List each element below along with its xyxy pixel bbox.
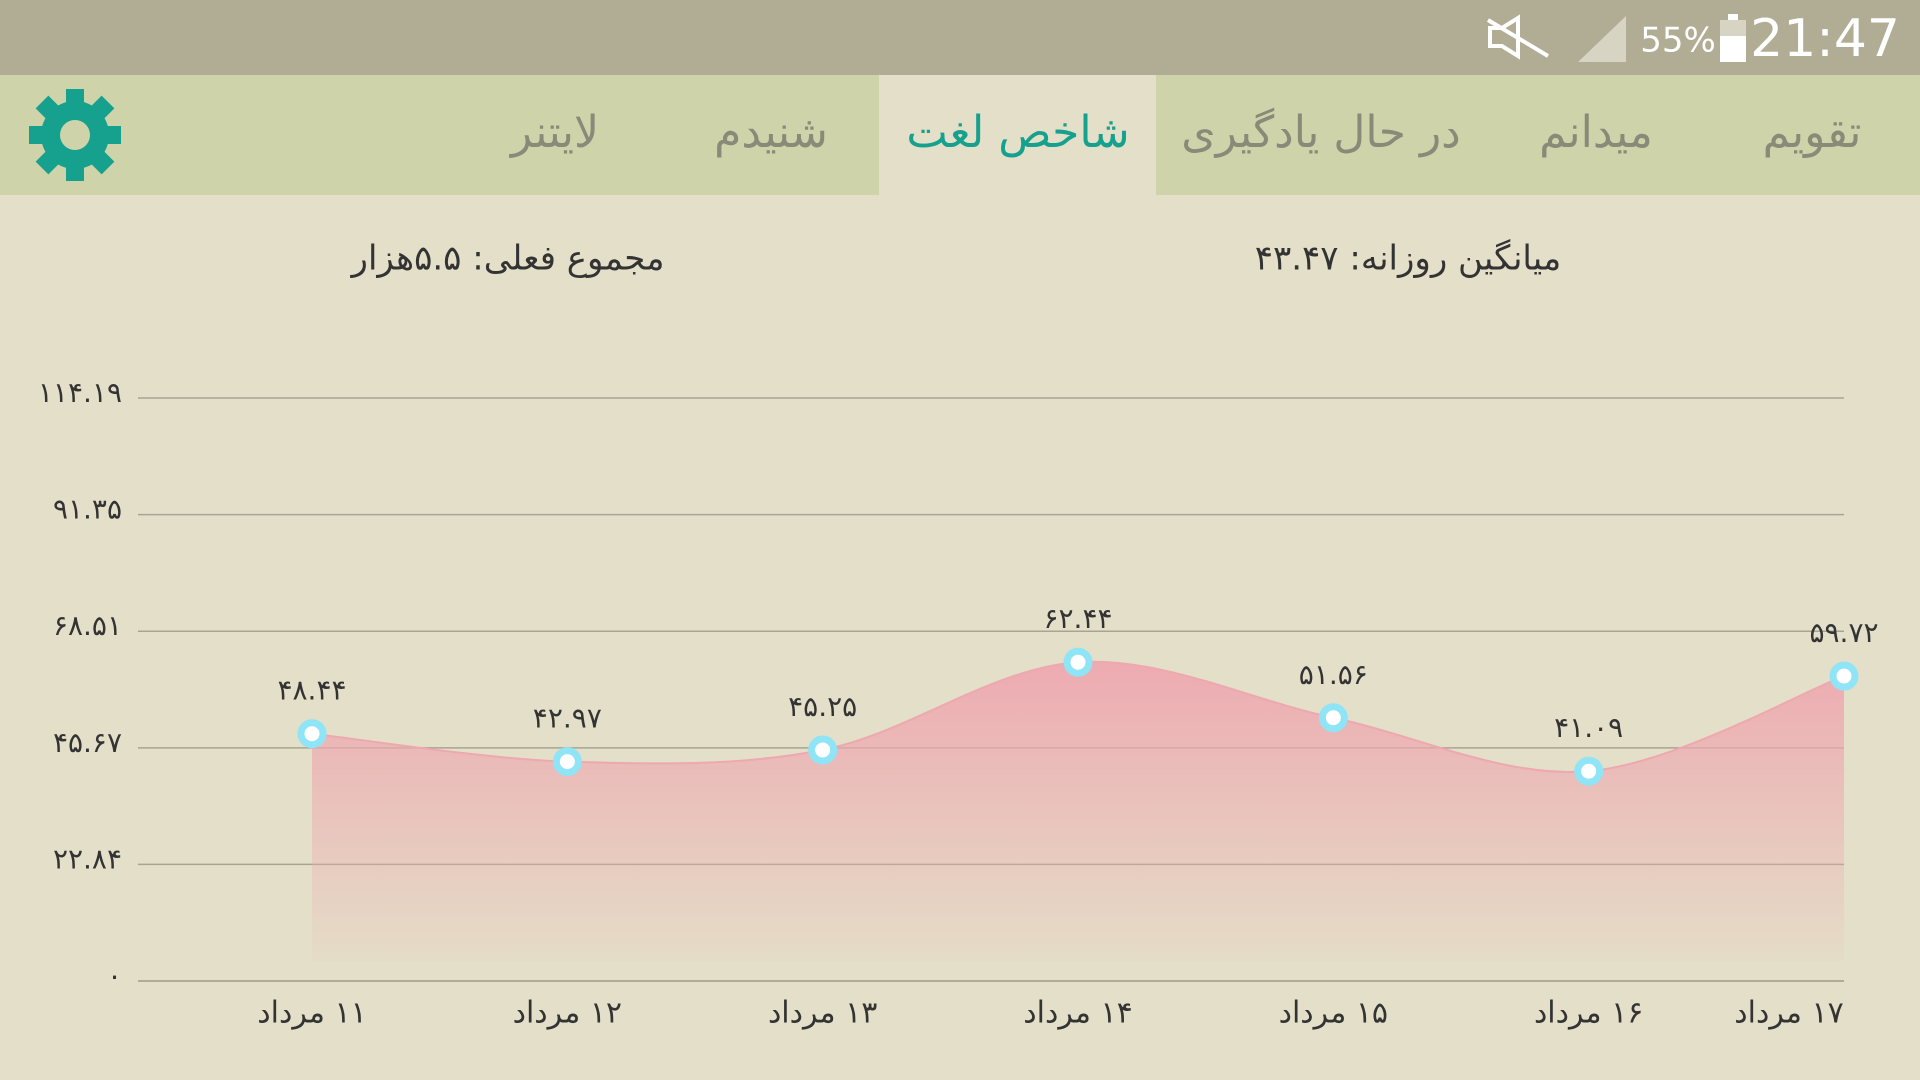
active-tab bbox=[879, 75, 1156, 195]
data-label: ۵۹.۷۲ bbox=[1809, 616, 1878, 649]
data-point bbox=[808, 735, 838, 765]
battery-percent: 55% bbox=[1640, 21, 1716, 61]
data-label: ۴۸.۴۴ bbox=[277, 674, 346, 707]
data-label: ۴۵.۲۵ bbox=[788, 690, 857, 723]
data-point bbox=[1063, 647, 1093, 677]
data-point bbox=[1318, 703, 1348, 733]
data-point bbox=[1829, 661, 1859, 691]
y-tick-label: ۴۵.۶۷ bbox=[53, 726, 122, 759]
x-tick-label: ۱۳ مرداد bbox=[768, 996, 877, 1031]
data-label: ۵۱.۵۶ bbox=[1299, 658, 1368, 691]
tab[interactable]: تقویم bbox=[1763, 107, 1862, 158]
data-label: ۴۱.۰۹ bbox=[1554, 711, 1623, 744]
mute-icon bbox=[1486, 14, 1550, 60]
battery-icon bbox=[1720, 14, 1746, 62]
data-label: ۶۲.۴۴ bbox=[1043, 602, 1112, 635]
y-tick-label: ۲۲.۸۴ bbox=[53, 842, 122, 875]
tab[interactable]: لایتنر bbox=[509, 107, 599, 158]
clock: 21:47 bbox=[1750, 9, 1900, 69]
x-tick-label: ۱۷ مرداد bbox=[1734, 996, 1843, 1031]
x-tick-label: ۱۶ مرداد bbox=[1534, 996, 1643, 1031]
status-bar bbox=[0, 0, 1920, 75]
tabs: تقویم میدانم در حال یادگیری شاخص لغت شنیدم لا… bbox=[509, 75, 1861, 195]
chart: ۰ ۲۲.۸۴ ۴۵.۶۷ ۶۸.۵۱ ۹۱.۳۵ ۱۱۴.۱۹ ۴۸.۴۴ ۱۱ مرداد… bbox=[38, 376, 1879, 1031]
data-point bbox=[1574, 756, 1604, 786]
daily-average: میانگین روزانه: ۴۳.۴۷ bbox=[1255, 239, 1562, 279]
settings-button[interactable] bbox=[29, 89, 121, 181]
y-tick-label: ۹۱.۳۵ bbox=[53, 493, 122, 526]
x-tick-label: ۱۴ مرداد bbox=[1023, 996, 1132, 1031]
y-tick-label: ۰ bbox=[107, 959, 122, 992]
signal-icon bbox=[1578, 16, 1626, 62]
data-point bbox=[552, 747, 582, 777]
x-tick-label: ۱۵ مرداد bbox=[1279, 996, 1388, 1031]
tab[interactable]: در حال یادگیری bbox=[1181, 107, 1461, 158]
x-tick-label: ۱۲ مرداد bbox=[513, 996, 622, 1031]
current-total: مجموع فعلی: ۵.۵هزار bbox=[350, 239, 665, 279]
data-label: ۴۲.۹۷ bbox=[533, 702, 602, 735]
y-tick-label: ۱۱۴.۱۹ bbox=[38, 376, 122, 409]
area bbox=[312, 661, 1844, 961]
tab-active[interactable]: شاخص لغت bbox=[906, 107, 1129, 158]
data-point bbox=[297, 719, 327, 749]
tab[interactable]: میدانم bbox=[1539, 107, 1653, 158]
y-tick-label: ۶۸.۵۱ bbox=[53, 609, 122, 642]
x-tick-label: ۱۱ مرداد bbox=[257, 996, 366, 1031]
tab[interactable]: شنیدم bbox=[714, 107, 828, 158]
